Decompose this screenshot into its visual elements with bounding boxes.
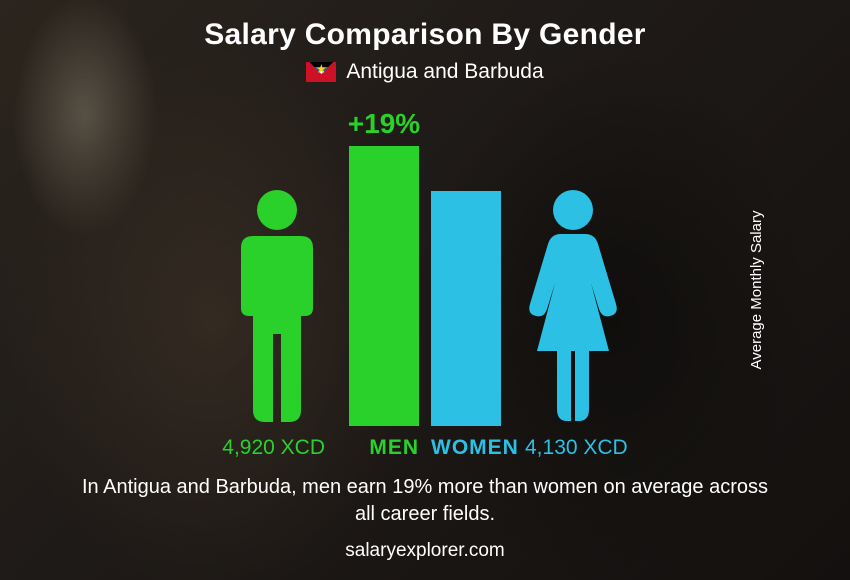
subtitle-row: Antigua and Barbuda (306, 60, 543, 84)
men-bar-col: +19% (349, 146, 419, 426)
source-text: salaryexplorer.com (345, 540, 504, 562)
labels-row: 4,920 XCD MEN WOMEN 4,130 XCD (140, 436, 710, 460)
men-label: MEN (337, 436, 419, 460)
male-icon (217, 186, 337, 426)
men-icon-col (217, 186, 337, 426)
chart-area: +19% (140, 96, 710, 426)
women-bar-col (431, 191, 501, 426)
women-value: 4,130 XCD (525, 436, 665, 460)
women-label: WOMEN (431, 436, 513, 460)
page-title: Salary Comparison By Gender (204, 18, 646, 52)
women-bar (431, 191, 501, 426)
men-bar (349, 146, 419, 426)
female-icon (513, 186, 633, 426)
pct-diff-label: +19% (348, 108, 420, 140)
infographic: Salary Comparison By Gender Antigua and … (0, 0, 850, 580)
men-value: 4,920 XCD (185, 436, 325, 460)
women-icon-col (513, 186, 633, 426)
subtitle-text: Antigua and Barbuda (346, 60, 543, 84)
caption-text: In Antigua and Barbuda, men earn 19% mor… (75, 474, 775, 528)
flag-icon (306, 62, 336, 82)
